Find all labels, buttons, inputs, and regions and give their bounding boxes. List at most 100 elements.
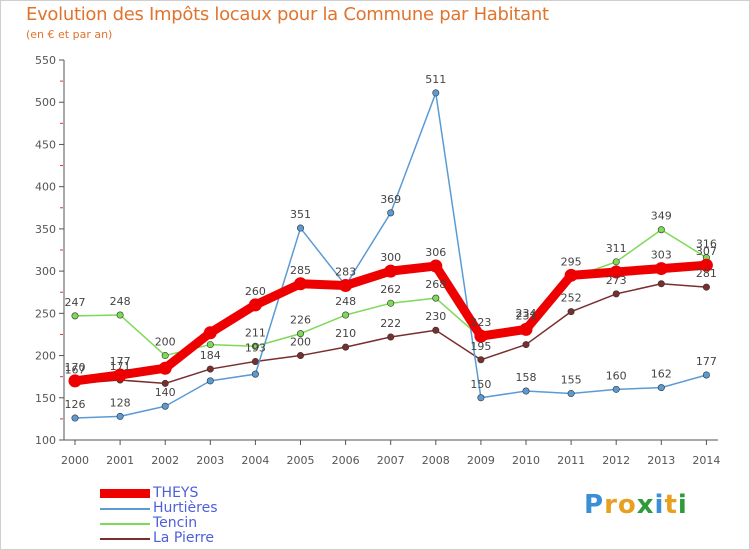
legend-label: Tencin xyxy=(153,515,198,531)
data-point xyxy=(342,343,350,351)
x-tick-label: 2005 xyxy=(287,454,315,467)
x-tick-label: 2014 xyxy=(692,454,720,467)
data-label: 234 xyxy=(516,307,537,320)
y-tick-label: 400 xyxy=(35,181,56,194)
data-label: 170 xyxy=(65,361,86,374)
logo-letter: i xyxy=(677,490,688,520)
data-point xyxy=(342,311,350,319)
data-label: 316 xyxy=(696,238,717,251)
y-tick-label: 550 xyxy=(35,54,56,67)
data-point xyxy=(71,414,79,422)
legend-label: THEYS xyxy=(153,485,199,501)
data-point xyxy=(702,371,710,379)
data-label: 311 xyxy=(606,242,627,255)
data-label: 248 xyxy=(110,295,131,308)
x-tick-label: 2007 xyxy=(377,454,405,467)
x-tick-label: 2006 xyxy=(332,454,360,467)
legend-swatch xyxy=(100,538,150,540)
data-point xyxy=(432,89,440,97)
legend-label: La Pierre xyxy=(153,530,215,546)
data-label: 351 xyxy=(290,208,311,221)
data-point xyxy=(161,352,169,360)
data-label: 303 xyxy=(651,249,672,262)
x-tick-label: 2010 xyxy=(512,454,540,467)
logo-letter: i xyxy=(654,490,665,520)
y-tick-label: 100 xyxy=(35,434,56,447)
legend-item: La Pierre xyxy=(100,531,300,546)
logo-letter: r xyxy=(604,490,618,520)
data-point xyxy=(432,294,440,302)
chart-title: Evolution des Impôts locaux pour la Comm… xyxy=(26,4,549,25)
data-label: 247 xyxy=(65,296,86,309)
data-point xyxy=(612,290,620,298)
x-tick-label: 2012 xyxy=(602,454,630,467)
data-point xyxy=(116,311,124,319)
data-point xyxy=(158,361,172,375)
data-label: 307 xyxy=(696,245,717,258)
data-point xyxy=(522,341,530,349)
x-tick-label: 2002 xyxy=(151,454,179,467)
x-tick-label: 2013 xyxy=(647,454,675,467)
data-point xyxy=(296,330,304,338)
data-point xyxy=(432,326,440,334)
data-label: 285 xyxy=(290,264,311,277)
data-label: 160 xyxy=(606,369,627,382)
chart-subtitle: (en € et par an) xyxy=(26,28,113,41)
data-point xyxy=(474,329,488,343)
data-point xyxy=(251,357,259,365)
data-point xyxy=(477,394,485,402)
data-label: 177 xyxy=(696,355,717,368)
data-point xyxy=(116,412,124,420)
data-label: 268 xyxy=(425,278,446,291)
logo-letter: P xyxy=(584,490,605,520)
y-tick-label: 500 xyxy=(35,96,56,109)
data-point xyxy=(387,333,395,341)
data-point xyxy=(203,326,217,340)
data-point xyxy=(251,342,259,350)
chart-series-layer xyxy=(68,89,713,422)
legend-label: Hurtières xyxy=(153,500,218,516)
data-point xyxy=(206,365,214,373)
data-label: 150 xyxy=(470,378,491,391)
data-point xyxy=(477,356,485,364)
data-label: 211 xyxy=(245,326,266,339)
data-label: 210 xyxy=(335,327,356,340)
data-label: 177 xyxy=(110,355,131,368)
data-point xyxy=(251,370,259,378)
data-label: 369 xyxy=(380,193,401,206)
data-label: 260 xyxy=(245,285,266,298)
data-label: 155 xyxy=(561,374,582,387)
data-label: 295 xyxy=(561,255,582,268)
data-label: 283 xyxy=(335,265,356,278)
data-label: 171 xyxy=(110,360,131,373)
data-label: 231 xyxy=(516,309,537,322)
data-point xyxy=(564,268,578,282)
data-point xyxy=(68,374,82,388)
x-tick-label: 2009 xyxy=(467,454,495,467)
data-point xyxy=(657,280,665,288)
x-tick-label: 2003 xyxy=(196,454,224,467)
legend-swatch xyxy=(100,489,150,498)
data-label: 126 xyxy=(65,398,86,411)
data-label: 230 xyxy=(425,310,446,323)
data-point xyxy=(296,224,304,232)
data-point xyxy=(71,312,79,320)
data-point xyxy=(519,322,533,336)
chart-data-labels: 170 177 260 285 283 300 306 223 231 295 303 307 126 1… xyxy=(65,73,717,411)
data-label: 184 xyxy=(200,349,221,362)
data-label: 223 xyxy=(470,316,491,329)
x-tick-label: 2004 xyxy=(241,454,269,467)
data-point xyxy=(699,258,713,272)
data-point xyxy=(522,387,530,395)
data-label: 158 xyxy=(516,371,537,384)
data-point xyxy=(294,277,307,291)
x-tick-label: 2000 xyxy=(61,454,89,467)
data-point xyxy=(384,264,398,278)
legend-item: Hurtières xyxy=(100,501,300,516)
data-label: 193 xyxy=(245,341,266,354)
data-label: 222 xyxy=(380,317,401,330)
data-point xyxy=(113,368,127,382)
legend-swatch xyxy=(100,508,150,510)
y-tick-label: 350 xyxy=(35,223,56,236)
